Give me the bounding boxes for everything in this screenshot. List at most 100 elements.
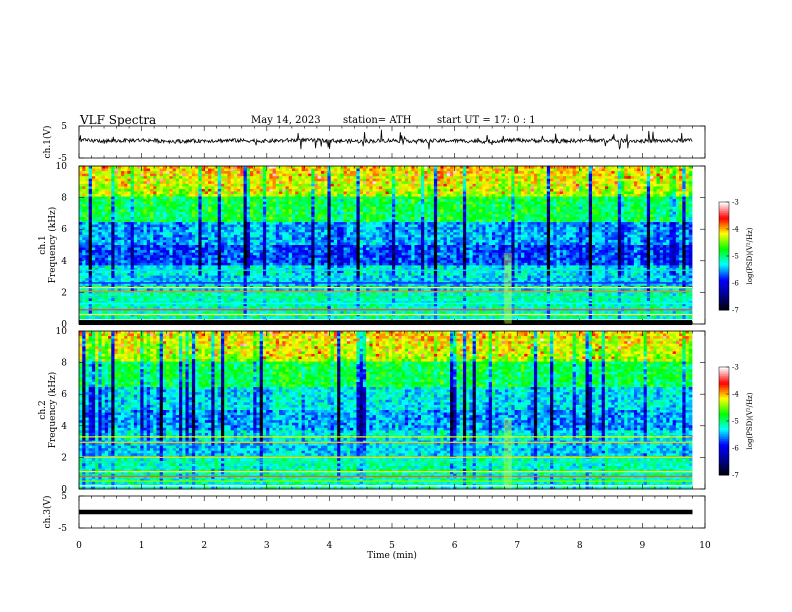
spectrogram-cell <box>486 230 490 233</box>
spectrogram-cell <box>489 166 493 169</box>
spectrogram-cell <box>615 197 619 200</box>
spectrogram-cell <box>434 222 438 225</box>
spectrogram-cell <box>185 220 189 223</box>
spectrogram-cell <box>398 179 402 182</box>
spectrogram-cell <box>689 209 693 212</box>
spectrogram-cell <box>260 225 264 228</box>
spectrogram-cell <box>686 181 690 184</box>
spectrogram-cell <box>531 169 535 172</box>
spectrogram-cell <box>615 204 619 207</box>
spectrogram-cell <box>644 169 648 172</box>
spectrogram-cell <box>482 189 486 192</box>
spectrogram-cell <box>647 186 651 189</box>
spectrogram-cell <box>192 209 196 212</box>
spectrogram-cell <box>515 191 519 194</box>
spectrogram-cell <box>508 222 512 225</box>
spectrogram-cell <box>179 230 183 233</box>
spectrogram-cell <box>469 181 473 184</box>
spectrogram-cell <box>198 171 202 174</box>
spectrogram-cell <box>389 191 393 194</box>
spectrogram-cell <box>627 181 631 184</box>
spectrogram-cell <box>173 179 177 182</box>
spectrogram-cell <box>618 186 622 189</box>
spectrogram-cell <box>92 209 96 212</box>
spectrogram-cell <box>579 207 583 210</box>
spectrogram-cell <box>363 184 367 187</box>
spectrogram-cell <box>169 217 173 220</box>
spectrogram-cell <box>244 227 248 230</box>
spectrogram-cell <box>453 197 457 200</box>
spectrogram-cell <box>489 227 493 230</box>
spectrogram-cell <box>663 186 667 189</box>
spectrogram-cell <box>92 212 96 215</box>
spectrogram-cell <box>360 217 364 220</box>
spectrogram-cell <box>553 225 557 228</box>
spectrogram-cell <box>98 207 102 210</box>
spectrogram-cell <box>521 207 525 210</box>
spectrogram-cell <box>240 191 244 194</box>
spectrogram-cell <box>144 232 148 235</box>
spectrogram-cell <box>179 169 183 172</box>
spectrogram-cell <box>231 209 235 212</box>
spectrogram-cell <box>434 197 438 200</box>
spectrogram-cell <box>379 194 383 197</box>
spectrogram-cell <box>453 204 457 207</box>
spectrogram-cell <box>363 191 367 194</box>
spectrogram-cell <box>556 204 560 207</box>
spectrogram-cell <box>463 171 467 174</box>
spectrogram-cell <box>211 230 215 233</box>
spectrogram-cell <box>182 204 186 207</box>
spectrogram-cell <box>453 199 457 202</box>
spectrogram-cell <box>637 204 641 207</box>
spectrogram-cell <box>353 227 357 230</box>
spectrogram-cell <box>640 217 644 220</box>
spectrogram-cell <box>102 220 106 223</box>
spectrogram-cell <box>518 166 522 169</box>
spectrogram-cell <box>627 214 631 217</box>
spectrogram-cell <box>586 189 590 192</box>
spectrogram-cell <box>340 227 344 230</box>
spectrogram-cell <box>469 191 473 194</box>
spectrogram-cell <box>85 197 89 200</box>
spectrogram-cell <box>589 171 593 174</box>
spectrogram-cell <box>176 169 180 172</box>
spectrogram-cell <box>621 181 625 184</box>
spectrogram-cell <box>508 191 512 194</box>
spectrogram-cell <box>563 171 567 174</box>
spectrogram-cell <box>682 176 686 179</box>
spectrogram-cell <box>298 214 302 217</box>
spectrogram-cell <box>653 181 657 184</box>
spectrogram-cell <box>105 189 109 192</box>
spectrogram-cell <box>353 204 357 207</box>
spectrogram-cell <box>147 220 151 223</box>
spectrogram-cell <box>237 189 241 192</box>
spectrogram-cell <box>386 209 390 212</box>
spectrogram-cell <box>311 174 315 177</box>
spectrogram-cell <box>202 202 206 205</box>
spectrogram-cell <box>147 174 151 177</box>
spectrogram-cell <box>505 169 509 172</box>
spectrogram-cell <box>553 166 557 169</box>
spectrogram-cell <box>495 174 499 177</box>
spectrogram-cell <box>340 197 344 200</box>
spectrogram-cell <box>589 214 593 217</box>
spectrogram-cell <box>198 191 202 194</box>
spectrogram-cell <box>347 204 351 207</box>
spectrogram-cell <box>79 230 83 233</box>
spectrogram-cell <box>682 225 686 228</box>
spectrogram-cell <box>137 204 141 207</box>
spectrogram-cell <box>573 179 577 182</box>
spectrogram-cell <box>231 232 235 235</box>
spectrogram-cell <box>434 204 438 207</box>
spectrogram-cell <box>547 176 551 179</box>
spectrogram-cell <box>437 230 441 233</box>
spectrogram-cell <box>686 199 690 202</box>
spectrogram-cell <box>189 232 193 235</box>
spectrogram-cell <box>173 189 177 192</box>
spectrogram-cell <box>492 220 496 223</box>
spectrogram-cell <box>205 212 209 215</box>
spectrogram-cell <box>153 225 157 228</box>
spectrogram-cell <box>327 189 331 192</box>
spectrogram-cell <box>189 186 193 189</box>
spectrogram-cell <box>456 186 460 189</box>
